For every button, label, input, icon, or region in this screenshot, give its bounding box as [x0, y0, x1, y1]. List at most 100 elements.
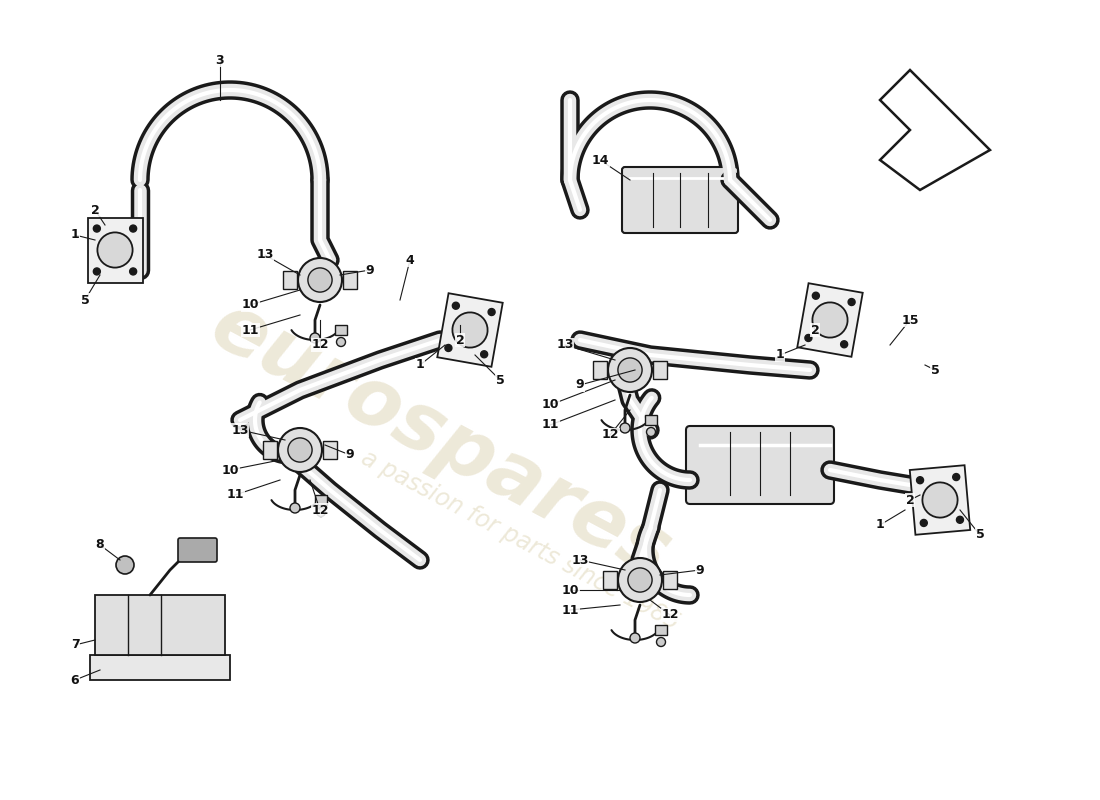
Text: 9: 9: [575, 378, 584, 391]
Circle shape: [921, 519, 927, 526]
Circle shape: [647, 427, 656, 437]
Text: 10: 10: [241, 298, 258, 311]
FancyBboxPatch shape: [653, 361, 667, 379]
FancyBboxPatch shape: [343, 271, 358, 289]
FancyBboxPatch shape: [323, 441, 337, 459]
Circle shape: [848, 298, 855, 306]
Polygon shape: [880, 70, 990, 190]
Circle shape: [310, 333, 320, 343]
Circle shape: [290, 503, 300, 513]
Text: 5: 5: [80, 294, 89, 306]
Text: 11: 11: [561, 603, 579, 617]
Text: 2: 2: [905, 494, 914, 506]
Text: 5: 5: [496, 374, 505, 386]
Circle shape: [628, 568, 652, 592]
FancyBboxPatch shape: [654, 625, 667, 635]
Text: 11: 11: [241, 323, 258, 337]
Text: a passion for parts since 1985: a passion for parts since 1985: [356, 446, 683, 634]
Circle shape: [923, 482, 958, 518]
Text: 1: 1: [876, 518, 884, 531]
FancyBboxPatch shape: [798, 283, 862, 357]
Circle shape: [620, 423, 630, 433]
Text: 1: 1: [776, 349, 784, 362]
Circle shape: [488, 309, 495, 315]
Text: 3: 3: [216, 54, 224, 66]
FancyBboxPatch shape: [663, 571, 676, 589]
FancyBboxPatch shape: [95, 595, 226, 655]
Circle shape: [444, 345, 452, 351]
FancyBboxPatch shape: [438, 294, 503, 366]
Circle shape: [116, 556, 134, 574]
Text: 1: 1: [70, 229, 79, 242]
Text: 10: 10: [541, 398, 559, 411]
Text: 7: 7: [70, 638, 79, 651]
FancyBboxPatch shape: [686, 426, 834, 504]
FancyBboxPatch shape: [593, 361, 607, 379]
Circle shape: [608, 348, 652, 392]
FancyBboxPatch shape: [88, 218, 143, 282]
Circle shape: [657, 638, 665, 646]
Circle shape: [618, 558, 662, 602]
FancyBboxPatch shape: [603, 571, 617, 589]
FancyBboxPatch shape: [283, 271, 297, 289]
Text: 1: 1: [416, 358, 425, 371]
Text: 8: 8: [96, 538, 104, 551]
Circle shape: [98, 232, 133, 267]
Text: 10: 10: [561, 583, 579, 597]
Text: 13: 13: [557, 338, 574, 351]
Circle shape: [337, 338, 345, 346]
Text: 4: 4: [406, 254, 415, 266]
Text: 13: 13: [571, 554, 588, 566]
Circle shape: [813, 302, 848, 338]
FancyBboxPatch shape: [336, 325, 346, 335]
FancyBboxPatch shape: [645, 415, 657, 425]
Circle shape: [130, 225, 136, 232]
Circle shape: [953, 474, 959, 481]
Text: 11: 11: [227, 489, 244, 502]
Text: 5: 5: [931, 363, 939, 377]
Circle shape: [94, 268, 100, 275]
Circle shape: [916, 477, 924, 484]
Circle shape: [298, 258, 342, 302]
FancyBboxPatch shape: [263, 441, 277, 459]
FancyBboxPatch shape: [178, 538, 217, 562]
FancyBboxPatch shape: [315, 495, 327, 505]
Text: 2: 2: [455, 334, 464, 346]
Circle shape: [278, 428, 322, 472]
Text: 12: 12: [602, 429, 618, 442]
Circle shape: [452, 312, 487, 348]
Circle shape: [957, 516, 964, 523]
Circle shape: [813, 292, 820, 299]
Circle shape: [481, 350, 487, 358]
Text: eurospares: eurospares: [197, 286, 683, 594]
Circle shape: [618, 358, 642, 382]
Text: 13: 13: [256, 249, 274, 262]
Text: 12: 12: [661, 609, 679, 622]
Circle shape: [288, 438, 312, 462]
FancyBboxPatch shape: [621, 167, 738, 233]
Text: 9: 9: [695, 563, 704, 577]
FancyBboxPatch shape: [910, 466, 970, 534]
Circle shape: [805, 334, 812, 342]
Text: 12: 12: [311, 338, 329, 351]
Text: 2: 2: [811, 323, 819, 337]
Text: 9: 9: [365, 263, 374, 277]
Text: 9: 9: [345, 449, 354, 462]
Text: 6: 6: [70, 674, 79, 686]
Text: 11: 11: [541, 418, 559, 431]
Text: 13: 13: [231, 423, 249, 437]
Text: 12: 12: [311, 503, 329, 517]
Text: 15: 15: [901, 314, 918, 326]
Text: 5: 5: [976, 529, 984, 542]
Text: 14: 14: [592, 154, 608, 166]
Text: 2: 2: [90, 203, 99, 217]
Circle shape: [452, 302, 460, 310]
Circle shape: [130, 268, 136, 275]
Circle shape: [317, 507, 326, 517]
Circle shape: [630, 633, 640, 643]
Text: 10: 10: [221, 463, 239, 477]
Circle shape: [840, 341, 848, 348]
FancyBboxPatch shape: [90, 655, 230, 680]
Circle shape: [308, 268, 332, 292]
Circle shape: [94, 225, 100, 232]
